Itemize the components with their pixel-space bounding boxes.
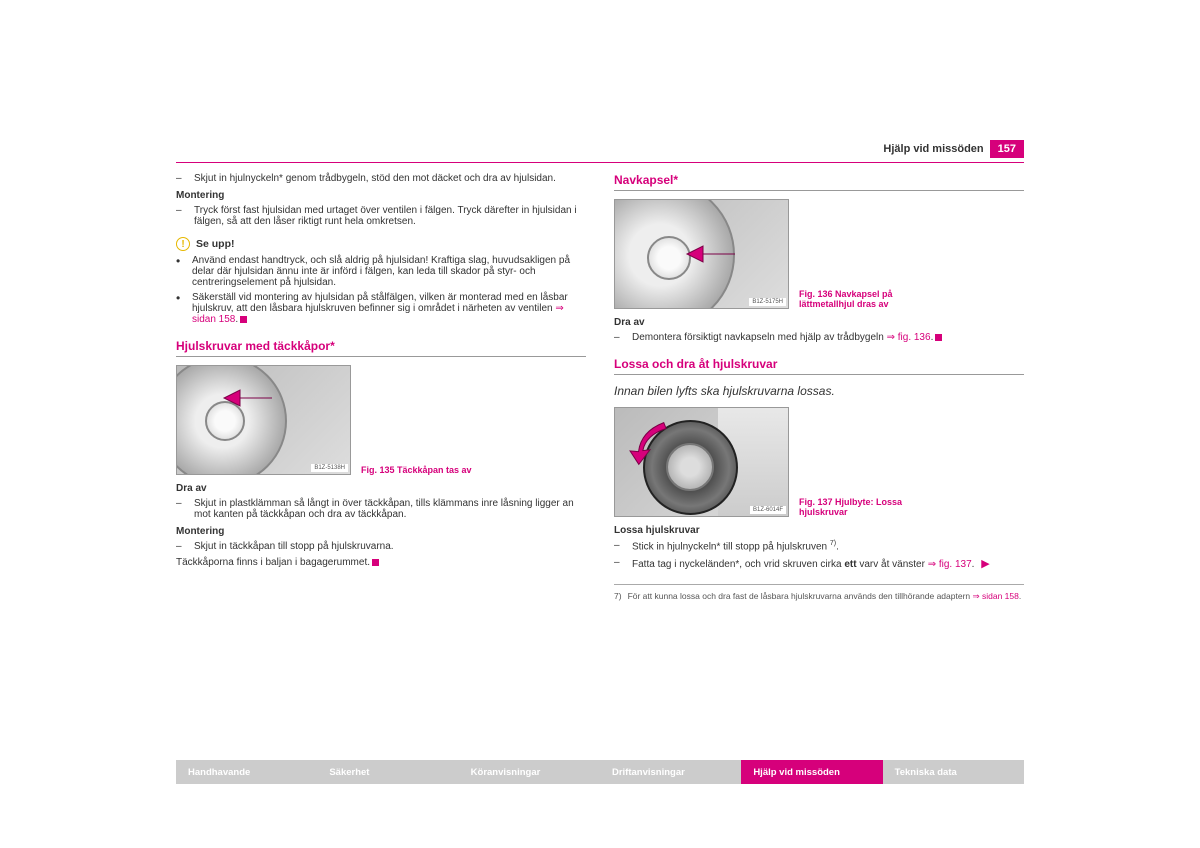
arrow-icon	[222, 386, 272, 410]
figure-135-caption: Fig. 135 Täckkåpan tas av	[361, 465, 472, 475]
draav-bullet: Skjut in plastklämman så långt in över t…	[194, 498, 586, 520]
nav-hjalp-vid-missoden[interactable]: Hjälp vid missöden	[741, 760, 882, 784]
montering-heading: Montering	[176, 190, 586, 201]
intro-bullet-text: Skjut in hjulnyckeln* genom trådbygeln, …	[194, 173, 586, 184]
end-square-icon	[935, 334, 942, 341]
draav-r-text-a: Demontera försiktigt navkapseln med hjäl…	[632, 332, 887, 343]
warn-bullet-1: Använd endast handtryck, och slå aldrig …	[192, 255, 586, 288]
lossa-b1-a: Stick in hjulnyckeln* till stopp på hjul…	[632, 542, 830, 553]
figure-136-caption: Fig. 136 Navkapsel på lättmetallhjul dra…	[799, 289, 949, 309]
page-number-badge: 157	[990, 140, 1024, 158]
montering-bullet: Tryck först fast hjulsidan med urtaget ö…	[194, 205, 586, 227]
bullet-dash: –	[614, 540, 624, 552]
warn-bullet-2: Säkerställ vid montering av hjulsidan på…	[192, 292, 586, 325]
bullet-dash: –	[614, 557, 624, 570]
bullet-dot: •	[176, 255, 184, 288]
nav-koranvisningar[interactable]: Köranvisningar	[459, 760, 600, 784]
warn-b2-text-a: Säkerställ vid montering av hjulsidan på…	[192, 292, 568, 314]
tail-paragraph: Täckkåporna finns i baljan i bagagerumme…	[176, 556, 586, 570]
draav-r-end: .	[931, 332, 934, 343]
bullet-dash: –	[176, 498, 186, 520]
lossa-b2-b: varv åt vänster	[857, 559, 928, 570]
end-square-icon	[240, 316, 247, 323]
section-hjulskruvar-title: Hjulskruvar med täckkåpor*	[176, 339, 586, 357]
lossa-b2-bold: ett	[844, 559, 856, 570]
bullet-dash: –	[614, 332, 624, 343]
figure-135-id: B1Z-5138H	[311, 464, 348, 472]
footnote-text-a: För att kunna lossa och dra fast de låsb…	[628, 591, 973, 601]
lossa-b2-a: Fatta tag i nyckeländen*, och vrid skruv…	[632, 559, 844, 570]
right-column: Navkapsel* B1Z-5175H Fig. 136 Navkapsel …	[614, 173, 1024, 602]
draav-heading-r: Dra av	[614, 317, 1024, 328]
header-divider	[176, 162, 1024, 163]
figure-135-image: B1Z-5138H	[176, 365, 351, 475]
figure-137-id: B1Z-6014F	[750, 506, 786, 514]
fig-ref-link[interactable]: ⇒ fig. 136	[887, 332, 931, 343]
draav-heading: Dra av	[176, 483, 586, 494]
header-title: Hjälp vid missöden	[883, 143, 983, 155]
bullet-dash: –	[176, 541, 186, 552]
nav-driftanvisningar[interactable]: Driftanvisningar	[600, 760, 741, 784]
lossa-b1-end: .	[836, 542, 839, 553]
warning-icon: !	[176, 237, 190, 251]
lossa-bullet-2: Fatta tag i nyckeländen*, och vrid skruv…	[632, 557, 1024, 570]
bullet-dash: –	[176, 173, 186, 184]
lossa-b2-end: .	[972, 559, 975, 570]
tail-text: Täckkåporna finns i baljan i bagagerumme…	[176, 557, 370, 568]
footnote-text-end: .	[1019, 591, 1021, 601]
montering2-bullet: Skjut in täckkåpan till stopp på hjulskr…	[194, 541, 586, 552]
page-ref-link[interactable]: ⇒ sidan 158	[973, 591, 1019, 601]
footnote-divider	[614, 584, 1024, 585]
bullet-dash: –	[176, 205, 186, 227]
warning-label: Se upp!	[196, 238, 235, 250]
footnote: 7) För att kunna lossa och dra fast de l…	[614, 591, 1024, 602]
footnote-number: 7)	[614, 591, 622, 602]
arrow-icon	[685, 242, 735, 266]
continue-arrow-icon: ▶	[981, 558, 989, 570]
montering2-heading: Montering	[176, 526, 586, 537]
left-column: – Skjut in hjulnyckeln* genom trådbygeln…	[176, 173, 586, 602]
fig-ref-link[interactable]: ⇒ fig. 137	[928, 559, 972, 570]
bottom-nav: Handhavande Säkerhet Köranvisningar Drif…	[176, 760, 1024, 784]
figure-136-image: B1Z-5175H	[614, 199, 789, 309]
draav-bullet-r: Demontera försiktigt navkapseln med hjäl…	[632, 332, 1024, 343]
end-square-icon	[372, 559, 379, 566]
lead-italic: Innan bilen lyfts ska hjulskruvarna loss…	[614, 383, 1024, 399]
figure-137-image: B1Z-6014F	[614, 407, 789, 517]
footnote-body: För att kunna lossa och dra fast de låsb…	[628, 591, 1022, 602]
warn-b2-end: .	[235, 314, 238, 325]
lossa-heading: Lossa hjulskruvar	[614, 525, 1024, 536]
section-navkapsel-title: Navkapsel*	[614, 173, 1024, 191]
bullet-dot: •	[176, 292, 184, 325]
nav-tekniska-data[interactable]: Tekniska data	[883, 760, 1024, 784]
figure-137-caption: Fig. 137 Hjulbyte: Lossa hjulskruvar	[799, 497, 949, 517]
nav-handhavande[interactable]: Handhavande	[176, 760, 317, 784]
nav-sakerhet[interactable]: Säkerhet	[317, 760, 458, 784]
lossa-bullet-1: Stick in hjulnyckeln* till stopp på hjul…	[632, 540, 1024, 552]
section-lossa-title: Lossa och dra åt hjulskruvar	[614, 357, 1024, 375]
figure-136-id: B1Z-5175H	[749, 298, 786, 306]
